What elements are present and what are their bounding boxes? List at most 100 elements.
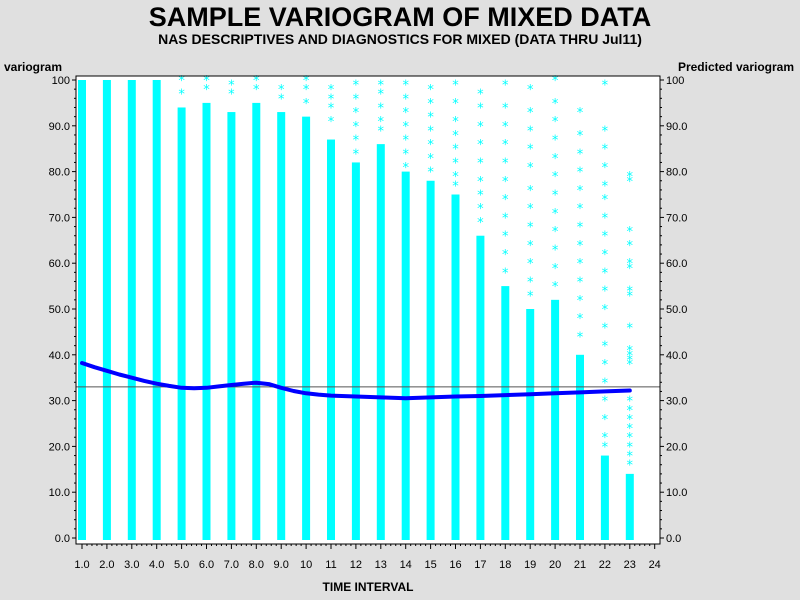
scatter-point: *: [452, 79, 459, 94]
y-tick-label-right: 80.0: [666, 167, 687, 179]
scatter-point: *: [402, 161, 409, 176]
scatter-column: [401, 171, 410, 540]
scatter-point: *: [602, 79, 609, 94]
scatter-point: *: [602, 303, 609, 318]
y-tick-label-left: 30.0: [49, 396, 70, 408]
scatter-point: *: [427, 97, 434, 112]
scatter-point: *: [353, 79, 360, 94]
scatter-point: *: [552, 170, 559, 185]
scatter-point: *: [552, 262, 559, 277]
x-tick-label: 14: [400, 559, 412, 571]
scatter-point: *: [627, 285, 634, 300]
scatter-point: *: [477, 88, 484, 103]
scatter-point: *: [203, 83, 210, 98]
x-tick-label: 5.0: [174, 559, 189, 571]
scatter-point: *: [502, 175, 509, 190]
scatter-column: [177, 107, 186, 540]
y-axis-label-right: Predicted variogram: [677, 60, 794, 74]
scatter-point: *: [577, 106, 584, 121]
scatter-point: *: [328, 92, 335, 107]
scatter-column: [277, 112, 286, 540]
scatter-column: [252, 102, 261, 541]
scatter-point: *: [602, 431, 609, 446]
scatter-point: *: [502, 230, 509, 245]
y-tick-label-left: 20.0: [49, 441, 70, 453]
scatter-point: *: [577, 294, 584, 309]
scatter-point: *: [577, 202, 584, 217]
x-tick-label: 16: [449, 559, 461, 571]
scatter-point: *: [477, 156, 484, 171]
scatter-point: *: [602, 358, 609, 373]
scatter-column: [600, 455, 609, 540]
scatter-point: *: [427, 124, 434, 139]
y-tick-label-right: 90.0: [666, 121, 687, 133]
scatter-point: *: [452, 143, 459, 158]
scatter-point: *: [477, 189, 484, 204]
y-tick-label-left: 70.0: [49, 212, 70, 224]
x-tick-label: 19: [524, 559, 536, 571]
scatter-point: *: [552, 134, 559, 149]
x-tick-label: 6.0: [199, 559, 214, 571]
y-tick-label-left: 100: [52, 75, 70, 87]
x-axis-label: TIME INTERVAL: [322, 580, 414, 594]
scatter-point: *: [502, 120, 509, 135]
predicted-variogram-line: [80, 361, 632, 401]
scatter-point: *: [577, 166, 584, 181]
scatter-point: *: [602, 248, 609, 263]
scatter-point: *: [627, 257, 634, 272]
scatter-point: *: [627, 450, 634, 465]
scatter-point: *: [577, 129, 584, 144]
scatter-point: *: [502, 211, 509, 226]
scatter-point: *: [452, 97, 459, 112]
chart-subtitle: NAS DESCRIPTIVES AND DIAGNOSTICS FOR MIX…: [158, 31, 642, 47]
scatter-column: [227, 112, 236, 540]
scatter-point: *: [378, 101, 385, 116]
plot-frame: [75, 75, 661, 545]
scatter-point: *: [527, 106, 534, 121]
scatter-point: *: [602, 124, 609, 139]
scatter-point: *: [627, 289, 634, 304]
x-tick-label: 10: [300, 559, 312, 571]
scatter-column: [625, 473, 634, 540]
x-tick-label: 2.0: [99, 559, 114, 571]
scatter-point: *: [577, 276, 584, 291]
scatter-point: *: [427, 83, 434, 98]
scatter-point: *: [552, 280, 559, 295]
x-tick-label: 21: [574, 559, 586, 571]
y-tick-label-right: 60.0: [666, 258, 687, 270]
scatter-point: *: [552, 207, 559, 222]
scatter-point: *: [378, 79, 385, 94]
scatter-point: *: [627, 353, 634, 368]
x-tick-label: 23: [624, 559, 636, 571]
y-tick-label-left: 0.0: [55, 533, 70, 545]
scatter-point: *: [627, 344, 634, 359]
scatter-column: [451, 194, 460, 540]
x-tick-label: 1.0: [74, 559, 89, 571]
scatter-point: *: [602, 321, 609, 336]
scatter-point: *: [228, 88, 235, 103]
scatter-point: *: [502, 248, 509, 263]
scatter-point: *: [602, 376, 609, 391]
scatter-point: *: [402, 79, 409, 94]
scatter-point: *: [353, 120, 360, 135]
scatter-point: *: [402, 106, 409, 121]
scatter-point: *: [402, 120, 409, 135]
y-tick-label-right: 0.0: [666, 533, 681, 545]
chart-title: SAMPLE VARIOGRAM OF MIXED DATA: [148, 2, 652, 32]
x-tick-label: 7.0: [224, 559, 239, 571]
x-tick-label: 3.0: [124, 559, 139, 571]
scatter-point: *: [353, 147, 360, 162]
scatter-point: *: [577, 239, 584, 254]
scatter-point: *: [627, 170, 634, 185]
scatter-point: *: [253, 83, 260, 98]
scatter-column: [127, 80, 136, 540]
scatter-point: *: [452, 156, 459, 171]
y-tick-label-left: 40.0: [49, 350, 70, 362]
scatter-point: *: [203, 74, 210, 89]
scatter-column: [152, 80, 161, 540]
scatter-point: *: [178, 74, 185, 89]
scatter-point: *: [502, 266, 509, 281]
scatter-point: *: [477, 175, 484, 190]
scatter-point: *: [278, 92, 285, 107]
